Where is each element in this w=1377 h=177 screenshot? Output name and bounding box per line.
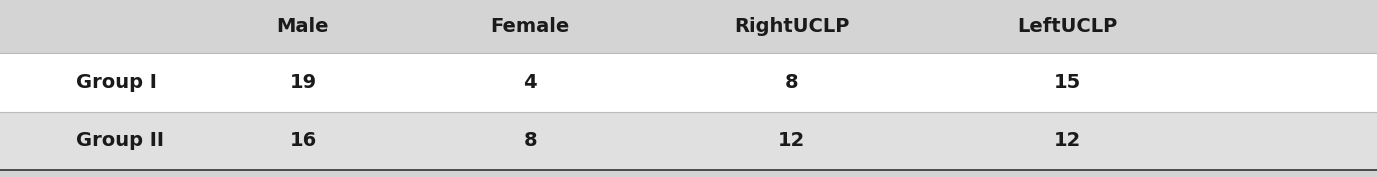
Text: LeftUCLP: LeftUCLP <box>1018 17 1117 36</box>
FancyBboxPatch shape <box>0 112 1377 170</box>
FancyBboxPatch shape <box>0 53 1377 112</box>
Text: 15: 15 <box>1053 73 1081 92</box>
Text: Female: Female <box>490 17 570 36</box>
Text: 12: 12 <box>778 131 806 150</box>
Text: 16: 16 <box>289 131 317 150</box>
Text: RightUCLP: RightUCLP <box>734 17 850 36</box>
Text: 8: 8 <box>785 73 799 92</box>
Text: 12: 12 <box>1053 131 1081 150</box>
Text: 19: 19 <box>289 73 317 92</box>
Text: Male: Male <box>277 17 329 36</box>
FancyBboxPatch shape <box>0 0 1377 53</box>
Text: 8: 8 <box>523 131 537 150</box>
Text: Group I: Group I <box>76 73 157 92</box>
Text: 4: 4 <box>523 73 537 92</box>
Text: Group II: Group II <box>76 131 164 150</box>
